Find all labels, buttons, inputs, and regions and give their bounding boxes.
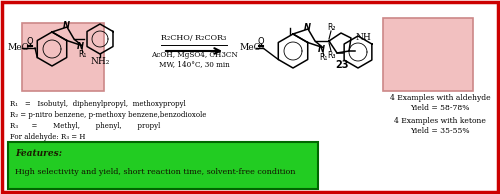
Text: R₂ = p-nitro benzene, p-methoxy benzene,benzodioxole: R₂ = p-nitro benzene, p-methoxy benzene,… bbox=[10, 111, 206, 119]
Text: AcOH, MgSO4, CH3CN: AcOH, MgSO4, CH3CN bbox=[150, 51, 238, 59]
Text: For aldehyde: R₃ = H: For aldehyde: R₃ = H bbox=[10, 133, 86, 141]
Text: R₁: R₁ bbox=[78, 50, 87, 59]
Text: NH: NH bbox=[356, 34, 372, 42]
Text: Yield = 58-78%: Yield = 58-78% bbox=[410, 104, 470, 112]
Text: N: N bbox=[304, 23, 310, 31]
Text: MeO: MeO bbox=[7, 43, 29, 53]
Text: NH₂: NH₂ bbox=[90, 57, 110, 66]
Text: High selectivity and yield, short reaction time, solvent-free condition: High selectivity and yield, short reacti… bbox=[15, 168, 296, 176]
Text: R₂CHO/ R₂COR₃: R₂CHO/ R₂COR₃ bbox=[162, 34, 226, 42]
Text: 4 Examples with ketone: 4 Examples with ketone bbox=[394, 117, 486, 125]
Text: Features:: Features: bbox=[15, 148, 62, 158]
Text: 23: 23 bbox=[335, 60, 349, 70]
Text: 4 Examples with aldehyde: 4 Examples with aldehyde bbox=[390, 94, 490, 102]
Text: R₁: R₁ bbox=[320, 53, 328, 62]
Text: R₃      =       Methyl,       phenyl,       propyl: R₃ = Methyl, phenyl, propyl bbox=[10, 122, 160, 130]
Text: N: N bbox=[318, 45, 325, 54]
Bar bbox=[22, 23, 104, 91]
Text: R₃: R₃ bbox=[328, 50, 336, 60]
Text: MW, 140°C, 30 min: MW, 140°C, 30 min bbox=[158, 60, 230, 68]
Text: Yield = 35-55%: Yield = 35-55% bbox=[410, 127, 470, 135]
Bar bbox=[383, 18, 473, 91]
Text: MeO: MeO bbox=[240, 43, 262, 53]
Text: O: O bbox=[26, 36, 34, 46]
Bar bbox=[8, 142, 318, 189]
Text: R₂: R₂ bbox=[328, 23, 336, 31]
Text: N: N bbox=[77, 42, 84, 51]
Text: O: O bbox=[258, 36, 264, 46]
Text: R₁   =   Isobutyl,  diphenylpropyl,  methoxypropyl: R₁ = Isobutyl, diphenylpropyl, methoxypr… bbox=[10, 100, 186, 108]
Text: N: N bbox=[62, 22, 70, 30]
